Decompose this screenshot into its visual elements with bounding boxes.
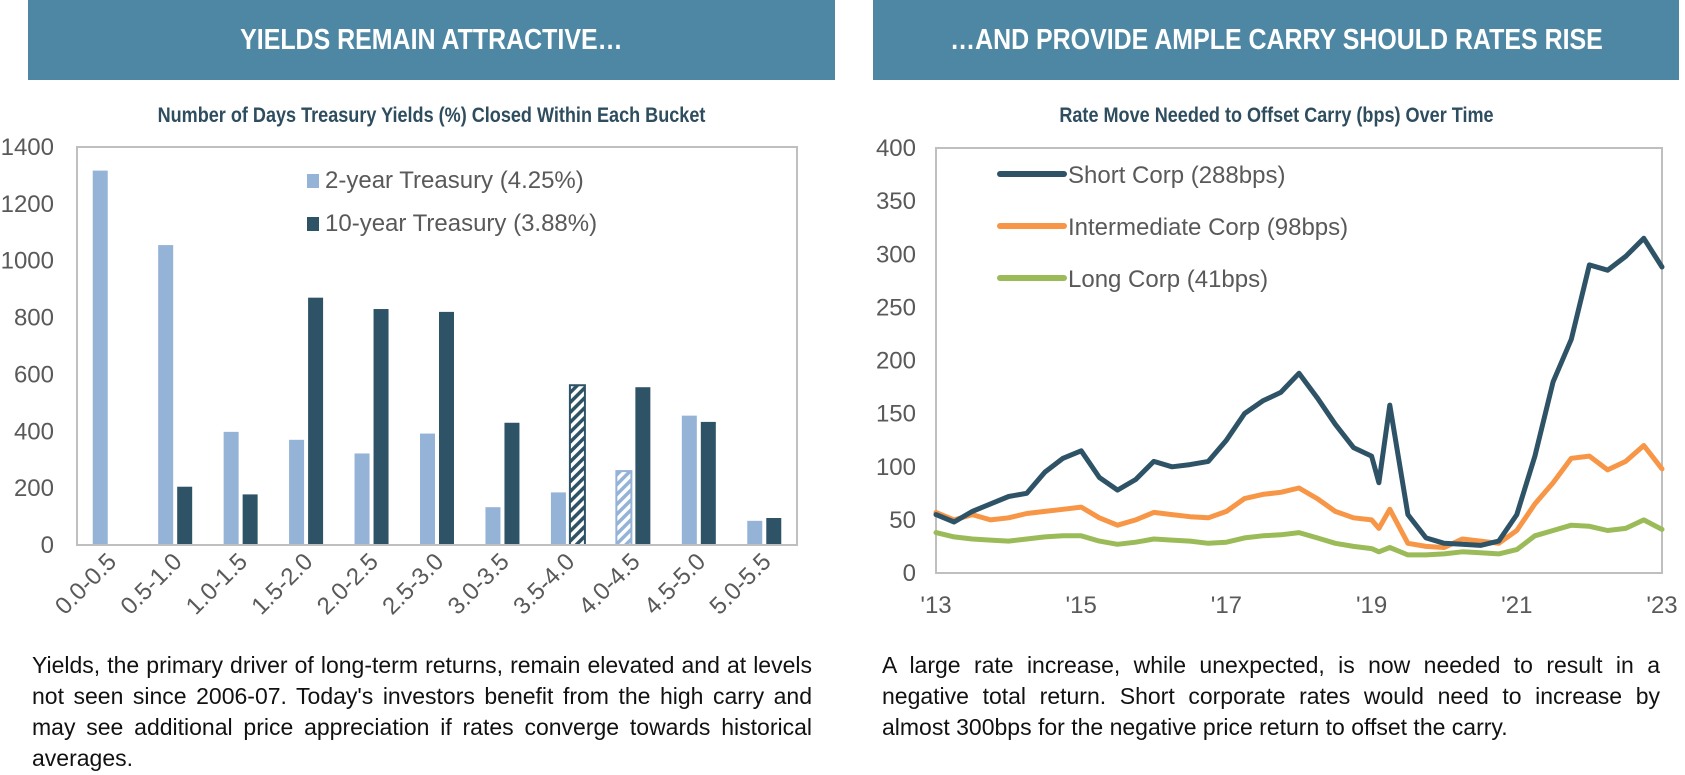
bar-2-year-0.5-1.0	[158, 245, 174, 546]
left-banner-text: YIELDS REMAIN ATTRACTIVE…	[240, 23, 623, 56]
short-corp-line	[933, 235, 1665, 548]
right-panel-banner: …AND PROVIDE AMPLE CARRY SHOULD RATES RI…	[873, 0, 1679, 80]
bar-10-year-1.0-1.5	[242, 494, 258, 545]
bar-y-tick-label: 0	[41, 532, 54, 559]
bar-2-year-2.0-2.5	[354, 453, 370, 545]
line-y-tick-label: 400	[876, 135, 916, 162]
legend-2-year-label: 2-year Treasury (4.25%)	[325, 167, 584, 194]
line-plot-frame	[935, 147, 1663, 574]
line-x-tick-label: '17	[1211, 592, 1242, 619]
line-chart-title: Rate Move Needed to Offset Carry (bps) O…	[873, 104, 1679, 128]
bar-y-tick-label: 600	[14, 361, 54, 388]
bar-y-tick-label: 1200	[1, 191, 54, 218]
bar-2-year-3.0-3.5	[485, 507, 501, 545]
line-x-tick-label: '15	[1066, 592, 1097, 619]
bar-10-year-2.5-3.0	[439, 311, 454, 545]
legend-10-year-swatch	[307, 217, 319, 231]
legend-long-corp-label: Long Corp (41bps)	[1068, 266, 1268, 293]
line-x-tick-label: '23	[1646, 592, 1677, 619]
right-caption-text: A large rate increase, while unexpected,…	[882, 652, 1660, 740]
legend-intermediate-corp-label: Intermediate Corp (98bps)	[1068, 214, 1348, 241]
line-y-tick-label: 50	[889, 507, 916, 534]
bar-10-year-2.0-2.5	[373, 309, 389, 545]
legend-short-corp-label: Short Corp (288bps)	[1068, 162, 1285, 189]
bar-y-tick-label: 1400	[1, 134, 54, 161]
bar-2-year-1.0-1.5	[223, 431, 239, 545]
line-x-tick-label: '13	[920, 592, 951, 619]
bar-2-year-3.5-4.0	[550, 492, 566, 545]
line-y-tick-label: 100	[876, 454, 916, 481]
bar-10-year-1.5-2.0	[308, 297, 324, 545]
bar-2-year-1.5-2.0	[289, 439, 305, 545]
bar-y-tick-label: 200	[14, 475, 54, 502]
bar-10-year-0.5-1.0	[177, 486, 193, 545]
legend-10-year-label: 10-year Treasury (3.88%)	[325, 210, 597, 237]
left-caption-text: Yields, the primary driver of long-term …	[32, 652, 812, 771]
bar-y-tick-label: 800	[14, 305, 54, 332]
long-corp-line	[933, 517, 1665, 558]
bar-10-year-4.0-4.5	[635, 387, 651, 545]
bar-2-year-2.5-3.0	[420, 433, 435, 545]
bar-10-year-3.0-3.5	[504, 422, 520, 545]
left-panel-banner: YIELDS REMAIN ATTRACTIVE…	[28, 0, 835, 80]
intermediate-corp-line	[933, 443, 1665, 550]
line-y-tick-label: 150	[876, 401, 916, 428]
line-y-tick-label: 200	[876, 348, 916, 375]
line-y-tick-label: 350	[876, 188, 916, 215]
bar-chart-title: Number of Days Treasury Yields (%) Close…	[28, 104, 835, 128]
legend-2-year-swatch	[307, 174, 319, 188]
line-y-tick-label: 250	[876, 294, 916, 321]
line-y-tick-label: 0	[903, 560, 916, 587]
bar-2-year-4.5-5.0	[681, 415, 697, 545]
line-y-tick-label: 300	[876, 241, 916, 268]
line-chart-title-text: Rate Move Needed to Offset Carry (bps) O…	[1058, 104, 1494, 127]
line-x-tick-label: '21	[1501, 592, 1532, 619]
bar-2-year-0.0-0.5	[92, 170, 108, 546]
left-caption: Yields, the primary driver of long-term …	[32, 650, 812, 774]
right-banner-text: …AND PROVIDE AMPLE CARRY SHOULD RATES RI…	[949, 23, 1603, 56]
bar-y-tick-label: 1000	[1, 248, 54, 275]
bar-2-year-5.0-5.5	[747, 520, 763, 545]
bar-plot-frame	[76, 146, 798, 546]
line-x-tick-label: '19	[1356, 592, 1387, 619]
bar-10-year-5.0-5.5	[766, 517, 782, 545]
bar-y-tick-label: 400	[14, 418, 54, 445]
right-caption: A large rate increase, while unexpected,…	[882, 650, 1660, 743]
bar-chart-title-text: Number of Days Treasury Yields (%) Close…	[157, 104, 706, 127]
bar-10-year-4.5-5.0	[700, 421, 716, 545]
